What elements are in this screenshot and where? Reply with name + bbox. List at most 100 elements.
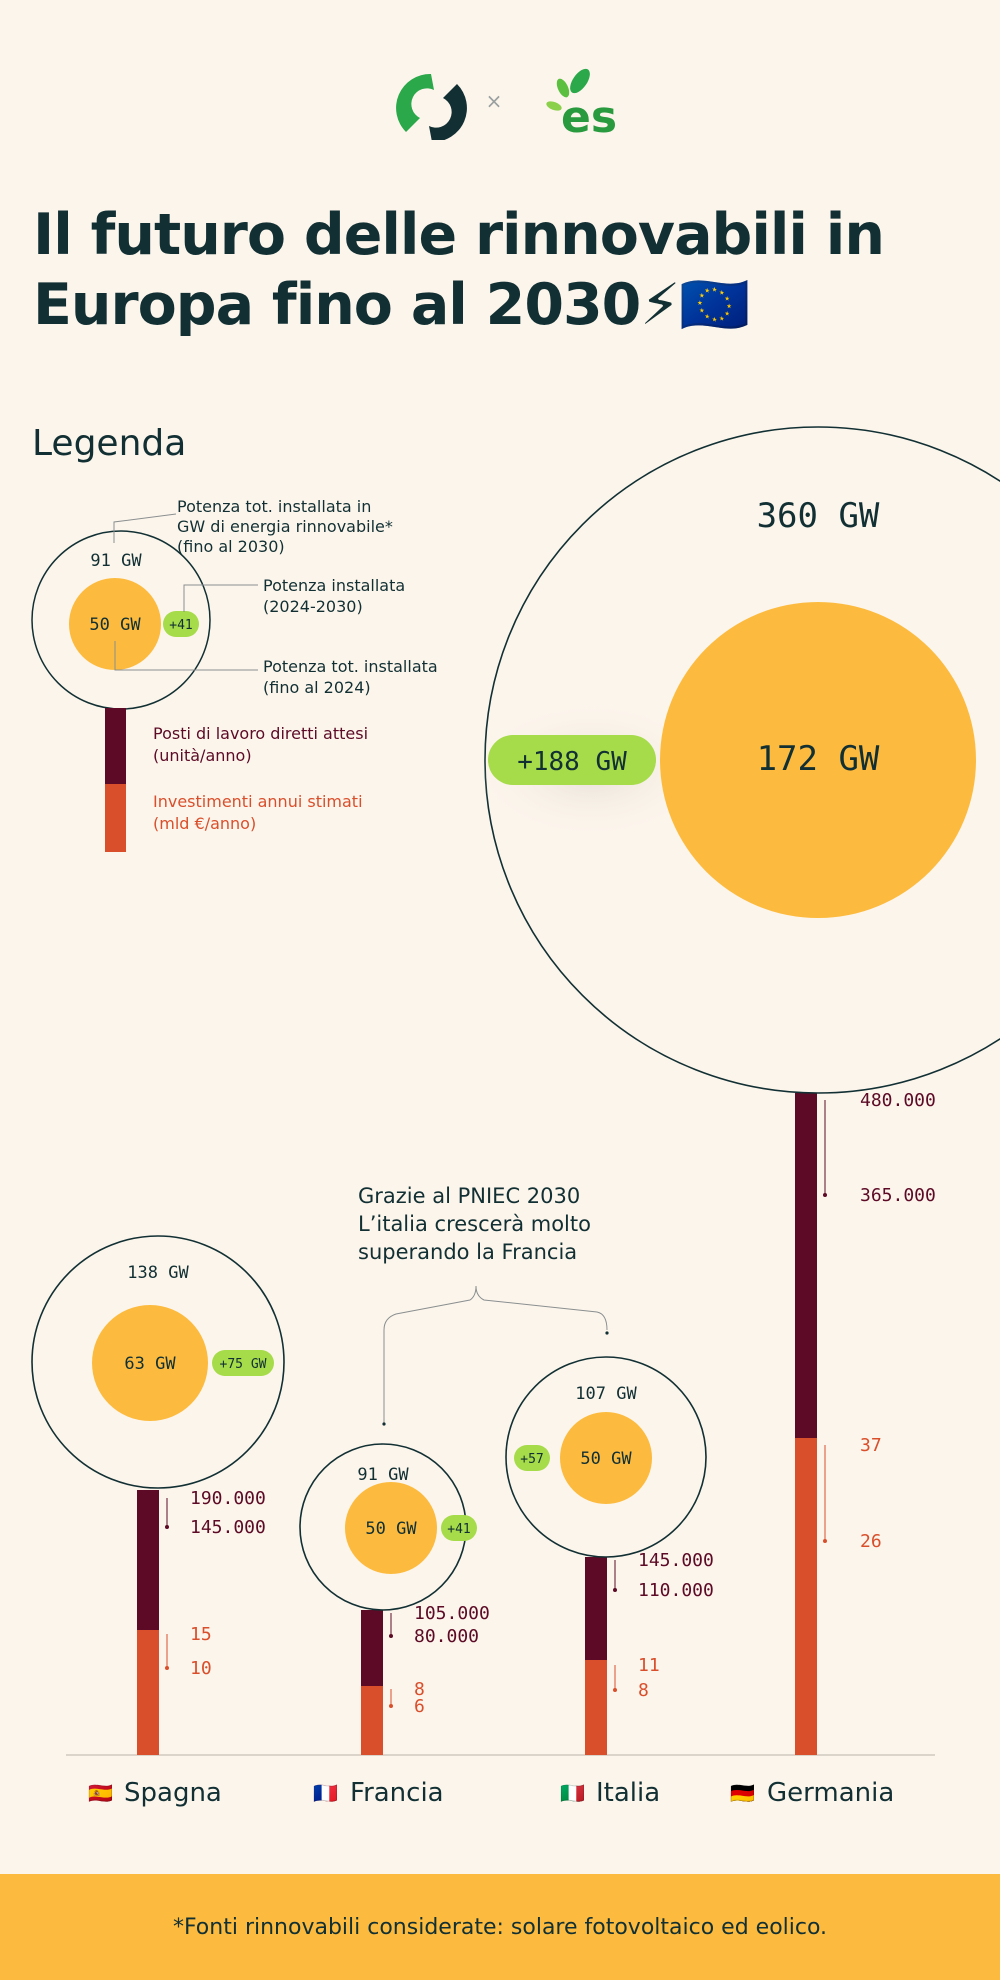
base-capacity-label: 63 GW xyxy=(124,1354,176,1374)
jobs-max-label: 480.000 xyxy=(860,1090,936,1111)
footer-note: *Fonti rinnovabili considerate: solare f… xyxy=(0,1874,1000,1980)
base-capacity-circle xyxy=(660,602,976,918)
added-capacity-badge xyxy=(441,1515,477,1541)
page-title: Il futuro delle rinnovabili in Europa fi… xyxy=(33,200,933,340)
invest-bar xyxy=(795,1438,817,1755)
invest-range-dot xyxy=(165,1666,169,1670)
partner-leaf-icon xyxy=(546,68,590,111)
legend-total-value: 91 GW xyxy=(90,551,142,571)
jobs-max-label: 145.000 xyxy=(638,1550,714,1571)
jobs-range-dot xyxy=(165,1525,169,1529)
country-group-spagna: +75 GW 138 GW 63 GW 190.000 145.000 15 10 🇪🇸 Spa… xyxy=(31,1235,285,1808)
total-capacity-label: 138 GW xyxy=(127,1263,189,1283)
legend-label-added: Potenza installata (2024-2030) xyxy=(263,576,405,616)
jobs-max-label: 190.000 xyxy=(190,1488,266,1509)
total-capacity-label: 107 GW xyxy=(575,1384,637,1404)
jobs-min-label: 80.000 xyxy=(414,1626,479,1647)
country-groups: +75 GW 138 GW 63 GW 190.000 145.000 15 10 🇪🇸 Spa… xyxy=(31,426,1000,1808)
legend-label-jobs-line: Posti di lavoro diretti attesi xyxy=(153,724,368,743)
page-title-line-1: Il futuro delle rinnovabili in xyxy=(33,202,885,268)
annotation-bracket xyxy=(383,1285,608,1425)
base-capacity-label: 50 GW xyxy=(580,1449,632,1469)
invest-max-label: 15 xyxy=(190,1624,212,1645)
legend-label-invest: Investimenti annui stimati (mld €/anno) xyxy=(153,792,363,833)
logo-separator: × xyxy=(486,89,503,113)
flag-icon: 🇮🇹 xyxy=(560,1781,585,1805)
legend-label-base-line: Potenza tot. installata xyxy=(263,657,438,676)
annotation-line: superando la Francia xyxy=(358,1240,577,1264)
base-capacity-label: 172 GW xyxy=(757,739,880,779)
invest-range-dot xyxy=(389,1704,393,1708)
legend-added-value: +41 xyxy=(169,618,192,633)
base-capacity-circle xyxy=(560,1412,652,1504)
invest-max-label: 8 xyxy=(414,1679,425,1700)
invest-max-label: 37 xyxy=(860,1435,882,1456)
legend-label-added-line: Potenza installata xyxy=(263,576,405,595)
legend-label-total: Potenza tot. installata in GW di energia… xyxy=(177,497,393,556)
legend-label-invest-line: (mld €/anno) xyxy=(153,814,256,833)
category-label: Italia xyxy=(596,1778,660,1808)
invest-min-label: 8 xyxy=(638,1680,649,1701)
legend-jobs-bar xyxy=(105,708,126,784)
legend-label-invest-line: Investimenti annui stimati xyxy=(153,792,363,811)
invest-range-dot xyxy=(823,1539,827,1543)
legend-invest-bar xyxy=(105,784,126,852)
flag-icon: 🇩🇪 xyxy=(730,1781,755,1805)
invest-bar xyxy=(361,1686,383,1755)
added-capacity-label: +75 GW xyxy=(220,1357,267,1372)
jobs-range-dot xyxy=(389,1634,393,1638)
added-capacity-badge xyxy=(514,1445,550,1471)
brand-logo-icon xyxy=(396,73,467,143)
invest-range-dot xyxy=(613,1688,617,1692)
jobs-range-dot xyxy=(613,1588,617,1592)
annotation-line: Grazie al PNIEC 2030 xyxy=(358,1184,580,1208)
added-capacity-label: +57 xyxy=(520,1452,543,1467)
legend-label-total-line: GW di energia rinnovabile* xyxy=(177,517,393,536)
legend-example: +41 91 GW 50 GW xyxy=(31,513,258,852)
legend-base-circle xyxy=(69,578,161,670)
legend-label-jobs: Posti di lavoro diretti attesi (unità/an… xyxy=(153,724,368,765)
country-group-germania: +188 GW 360 GW 172 GW 480.000 365.000 37 26 🇩🇪 G… xyxy=(472,426,1000,1808)
invest-max-label: 11 xyxy=(638,1655,660,1676)
jobs-bar xyxy=(585,1557,607,1660)
legend-label-total-line: (fino al 2030) xyxy=(177,537,285,556)
logos-svg: × es xyxy=(396,68,617,143)
invest-min-label: 10 xyxy=(190,1658,212,1679)
category-label: Germania xyxy=(767,1778,894,1808)
pniec-annotation: Grazie al PNIEC 2030 L’italia crescerà m… xyxy=(358,1184,609,1426)
page-title-line-2: Europa fino al 2030⚡🇪🇺 xyxy=(33,272,750,338)
legend-added-badge xyxy=(163,611,199,637)
legend-label-jobs-line: (unità/anno) xyxy=(153,746,252,765)
legend-label-base: Potenza tot. installata (fino al 2024) xyxy=(263,657,438,697)
category-label: Francia xyxy=(350,1778,444,1808)
logo-bar: × es xyxy=(0,60,1000,143)
jobs-min-label: 145.000 xyxy=(190,1517,266,1538)
partner-logo-text: es xyxy=(561,92,617,140)
base-capacity-circle xyxy=(92,1305,208,1421)
added-capacity-badge xyxy=(488,735,656,785)
total-capacity-label: 360 GW xyxy=(757,496,880,536)
invest-bar xyxy=(585,1660,607,1755)
jobs-max-label: 105.000 xyxy=(414,1603,490,1624)
legend-base-value: 50 GW xyxy=(89,615,141,635)
flag-icon: 🇪🇸 xyxy=(88,1781,113,1805)
base-capacity-circle xyxy=(345,1482,437,1574)
total-capacity-label: 91 GW xyxy=(357,1465,409,1485)
jobs-bar xyxy=(795,1093,817,1438)
base-capacity-label: 50 GW xyxy=(365,1519,417,1539)
jobs-bar xyxy=(361,1610,383,1686)
invest-min-label: 26 xyxy=(860,1531,882,1552)
added-capacity-label: +188 GW xyxy=(517,747,627,777)
added-capacity-label: +41 xyxy=(447,1522,470,1537)
legend-label-added-line: (2024-2030) xyxy=(263,597,363,616)
jobs-min-label: 110.000 xyxy=(638,1580,714,1601)
legend-label-total-line: Potenza tot. installata in xyxy=(177,497,371,516)
jobs-min-label: 365.000 xyxy=(860,1185,936,1206)
legend-heading: Legenda xyxy=(32,423,186,464)
flag-icon: 🇫🇷 xyxy=(313,1781,338,1805)
category-label: Spagna xyxy=(124,1778,222,1808)
invest-bar xyxy=(137,1630,159,1755)
country-group-italia: +57 107 GW 50 GW 145.000 110.000 11 8 🇮🇹 Italia xyxy=(505,1356,714,1808)
added-capacity-badge xyxy=(212,1350,274,1376)
